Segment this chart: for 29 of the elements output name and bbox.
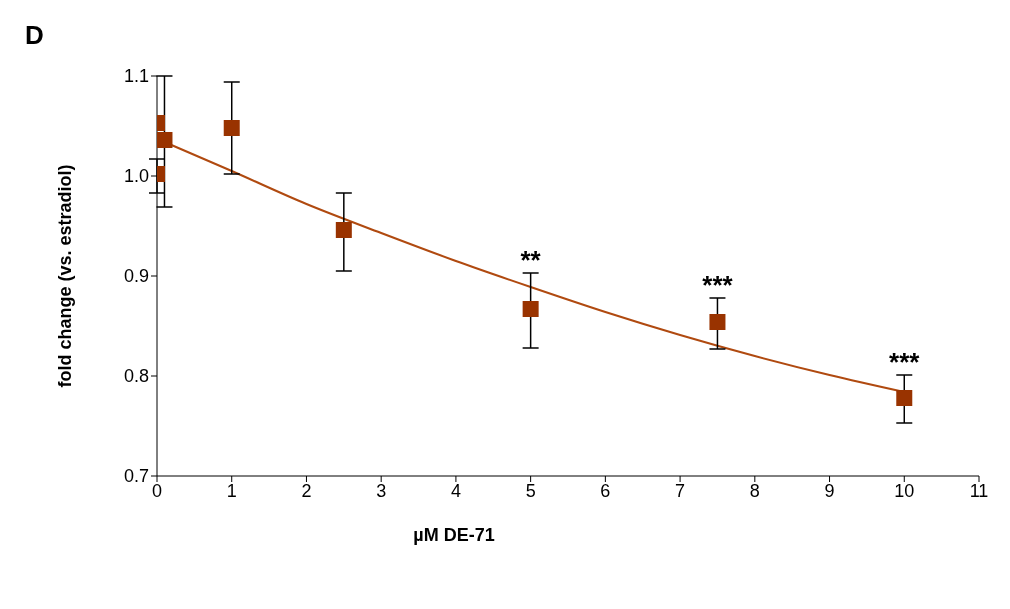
x-tick-label: 1 xyxy=(226,480,237,501)
y-axis-title: fold change (vs. estradiol) xyxy=(55,164,76,388)
annotation: *** xyxy=(702,270,734,300)
y-tick-label: 1.0 xyxy=(123,166,149,187)
point xyxy=(335,222,352,238)
x-tick-label: 8 xyxy=(749,480,760,501)
x-axis-title: µM DE-71 xyxy=(413,525,495,545)
chart-title: D xyxy=(25,20,44,51)
annotation: ** xyxy=(520,245,542,275)
x-tick-label: 9 xyxy=(824,480,835,501)
point xyxy=(896,390,913,406)
point xyxy=(709,314,726,330)
annotation: *** xyxy=(889,347,921,377)
x-tick-label: 0 xyxy=(151,480,163,501)
x-tick-label: 3 xyxy=(376,480,387,501)
y-tick-label: 0.7 xyxy=(123,466,149,487)
x-tick-label: 2 xyxy=(301,480,312,501)
y-tick-label: 0.9 xyxy=(123,266,149,287)
point xyxy=(522,301,539,317)
x-tick-label: 6 xyxy=(600,480,611,501)
x-tick-label: 10 xyxy=(894,480,915,501)
x-tick-label: 7 xyxy=(675,480,686,501)
x-tick-label: 5 xyxy=(525,480,536,501)
y-tick-label: 1.1 xyxy=(123,66,149,87)
x-tick-label: 11 xyxy=(969,480,989,501)
point xyxy=(157,132,173,148)
x-tick-label: 4 xyxy=(450,480,461,501)
point xyxy=(223,120,240,136)
y-tick-label: 0.8 xyxy=(123,366,149,387)
